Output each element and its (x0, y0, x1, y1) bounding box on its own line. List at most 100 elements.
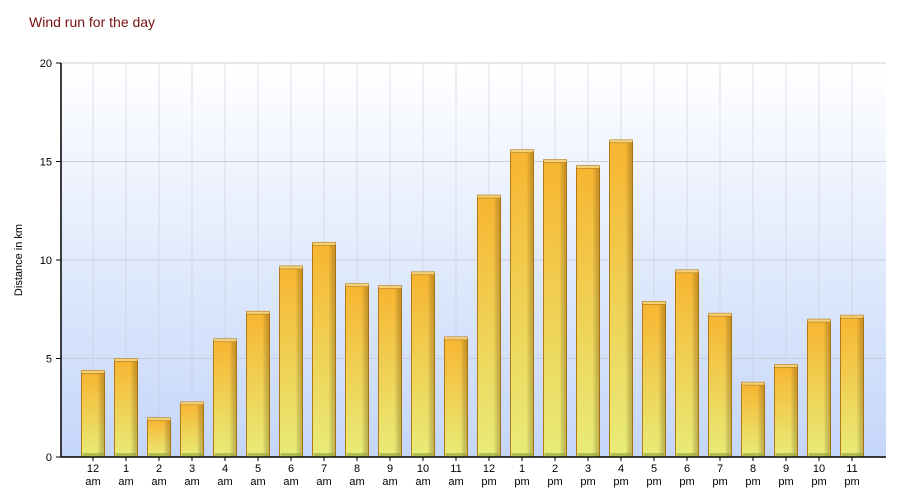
bar-shade (543, 161, 567, 457)
bar-top (675, 269, 699, 274)
bar (378, 285, 402, 458)
x-tick-label-period: am (217, 476, 232, 488)
x-tick-label-hour: 11 (450, 463, 461, 475)
bar (81, 369, 105, 458)
x-tick-label-period: pm (679, 476, 694, 488)
bar-top (147, 417, 171, 421)
bar-top (609, 139, 633, 144)
bar-shade (741, 384, 765, 457)
x-tick-label-period: pm (646, 476, 661, 488)
bar-shade (774, 366, 798, 457)
bar-shade (708, 315, 732, 457)
bar-base (280, 453, 302, 456)
bar (312, 241, 336, 458)
bar-base (313, 453, 335, 456)
bar-base (511, 453, 533, 456)
bar-base (379, 453, 401, 456)
x-tick-label-hour: 8 (354, 463, 360, 475)
x-tick-label-period: am (316, 476, 331, 488)
x-tick-label-hour: 1 (123, 463, 129, 475)
x-tick-label-hour: 3 (585, 463, 591, 475)
bar (576, 165, 600, 458)
x-tick-label-period: pm (547, 476, 562, 488)
bar-top (312, 241, 336, 246)
bar-base (181, 453, 203, 456)
x-tick-label-period: am (85, 476, 100, 488)
y-ticks: 0 5 10 15 20 (40, 58, 61, 464)
bar (180, 401, 204, 458)
bar (444, 336, 468, 458)
bar-base (808, 453, 830, 456)
bar-base (643, 453, 665, 456)
x-tick-label-hour: 2 (552, 463, 558, 475)
bar-top (279, 265, 303, 270)
x-tick-label-period: pm (745, 476, 760, 488)
bar (345, 283, 369, 458)
bar-base (82, 453, 104, 456)
x-tick-label-period: pm (481, 476, 496, 488)
x-tick-label-period: am (448, 476, 463, 488)
x-tick-label-period: am (415, 476, 430, 488)
y-tick-label: 15 (40, 157, 52, 169)
x-tick-label-period: pm (778, 476, 793, 488)
bar (114, 358, 138, 458)
bar-base (148, 453, 170, 456)
bar-top (741, 381, 765, 386)
bar-shade (279, 267, 303, 457)
bar (675, 269, 699, 458)
bar-shade (81, 372, 105, 457)
bar-shade (378, 287, 402, 457)
bar-shade (609, 141, 633, 458)
bar-shade (576, 167, 600, 457)
x-tick-label-hour: 12 (483, 463, 495, 475)
x-tick-label-hour: 1 (519, 463, 525, 475)
bar (741, 381, 765, 458)
bar (147, 417, 171, 458)
bar (213, 338, 237, 458)
x-tick-label-hour: 3 (189, 463, 195, 475)
x-tick-label-hour: 8 (750, 463, 756, 475)
bar-top (708, 312, 732, 317)
bar-shade (444, 338, 468, 457)
bar-top (246, 310, 270, 315)
x-tick-label-hour: 7 (717, 463, 723, 475)
bar-base (841, 453, 863, 456)
x-tick-label-period: pm (844, 476, 859, 488)
x-tick-label-hour: 12 (87, 463, 99, 475)
x-tick-label-hour: 10 (417, 463, 429, 475)
x-tick-label-period: am (382, 476, 397, 488)
bar-base (214, 453, 236, 456)
bar (279, 265, 303, 458)
bar-base (115, 453, 137, 456)
bar-shade (345, 285, 369, 457)
x-tick-label-hour: 6 (684, 463, 690, 475)
x-tick-label-hour: 9 (387, 463, 393, 475)
bar-top (345, 283, 369, 287)
bar-base (346, 453, 368, 456)
bar-top (642, 301, 666, 305)
bar-shade (114, 360, 138, 457)
bar-base (577, 453, 599, 456)
x-tick-label-period: am (349, 476, 364, 488)
bar-top (840, 314, 864, 319)
x-tick-label-hour: 5 (651, 463, 657, 475)
bar-shade (642, 303, 666, 457)
bar (774, 364, 798, 458)
x-tick-label-hour: 5 (255, 463, 261, 475)
bar-top (477, 194, 501, 199)
bar-top (543, 159, 567, 163)
bar (807, 318, 831, 458)
x-tick-label-period: pm (514, 476, 529, 488)
bar (411, 271, 435, 458)
y-tick-label: 5 (46, 354, 52, 366)
bar-base (412, 453, 434, 456)
bar-shade (807, 321, 831, 457)
bar-top (411, 271, 435, 276)
bars (81, 139, 864, 458)
bar-base (247, 453, 269, 456)
bar-shade (213, 340, 237, 457)
bar (510, 149, 534, 458)
x-tick-label-period: am (283, 476, 298, 488)
bar-top (576, 165, 600, 169)
y-axis-label: Distance in km (13, 224, 25, 296)
